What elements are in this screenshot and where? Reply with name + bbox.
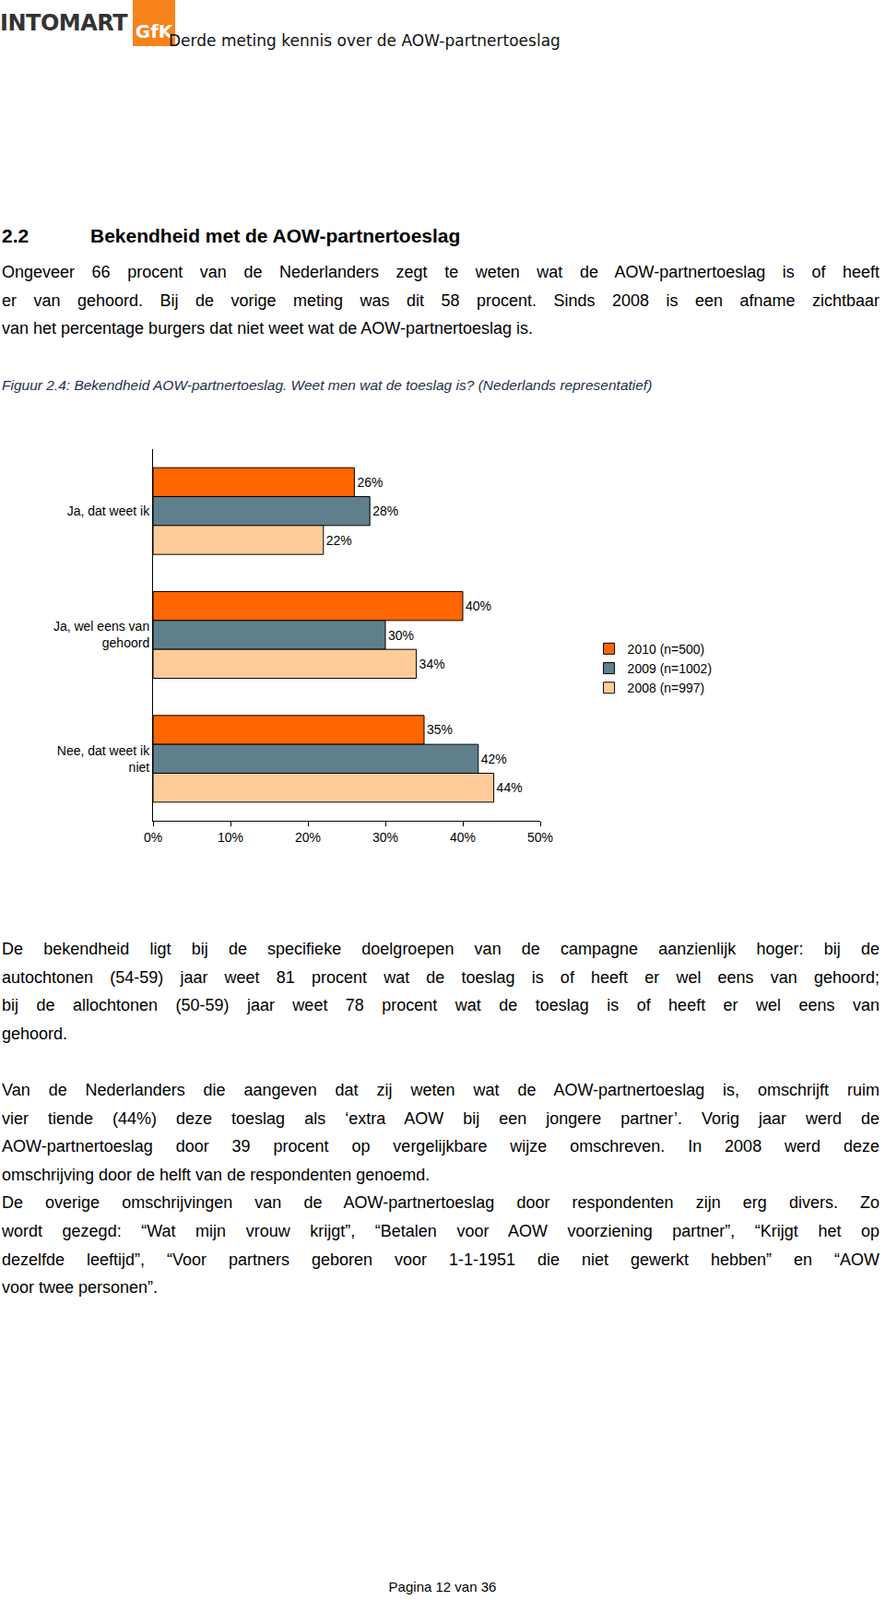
- svg-text:Ja, dat weet ik: Ja, dat weet ik: [67, 503, 151, 519]
- html-text:autochtonen (54-59) jaar weet: autochtonen (54-59) jaar weet 81 procent…: [1, 967, 880, 987]
- html-text:AOW-partnertoeslag door 39 pro: AOW-partnertoeslag door 39 procent op ve…: [1, 1136, 880, 1156]
- html-text:Figuur 2.4: Bekendheid AOW-par: Figuur 2.4: Bekendheid AOW-partnertoesla…: [1, 377, 653, 393]
- html-text:er van gehoord. Bij de vorige: er van gehoord. Bij de vorige meting was…: [1, 290, 880, 310]
- html-text:De overige omschrijvingen van: De overige omschrijvingen van de AOW-par…: [1, 1193, 880, 1212]
- svg-text:2010 (n=500): 2010 (n=500): [627, 641, 706, 657]
- svg-text:20%: 20%: [295, 829, 321, 845]
- html-text:INTOMART GfK: INTOMART GfK: [0, 10, 173, 43]
- html-text:gehoord.: gehoord.: [1, 1024, 68, 1043]
- svg-text:28%: 28%: [372, 503, 399, 519]
- svg-text:44%: 44%: [496, 779, 523, 795]
- html-text:Pagina 12 van 36: Pagina 12 van 36: [388, 1578, 497, 1594]
- html-text:Van de Nederlanders die aangev: Van de Nederlanders die aangeven dat zij…: [1, 1080, 880, 1099]
- svg-text:22%: 22%: [326, 532, 353, 548]
- svg-text:35%: 35%: [426, 721, 453, 737]
- svg-text:40%: 40%: [465, 598, 492, 614]
- html-text:Ongeveer 66 procent van de Ned: Ongeveer 66 procent van de Nederlanders …: [1, 262, 880, 282]
- svg-text:34%: 34%: [419, 656, 446, 672]
- svg-text:2009 (n=1002): 2009 (n=1002): [627, 660, 712, 676]
- svg-text:30%: 30%: [372, 829, 399, 845]
- svg-text:10%: 10%: [217, 829, 244, 845]
- svg-text:Ja, wel eens vangehoord: Ja, wel eens vangehoord: [53, 618, 150, 650]
- svg-text:30%: 30%: [388, 627, 414, 643]
- svg-text:Nee, dat weet ikniet: Nee, dat weet ikniet: [57, 743, 151, 775]
- html-text:vier tiende (44%) deze toeslag: vier tiende (44%) deze toeslag als ‘extr…: [1, 1108, 880, 1128]
- svg-text:2008 (n=997): 2008 (n=997): [627, 680, 706, 696]
- html-text:voor twee personen”.: voor twee personen”.: [1, 1277, 158, 1297]
- html-text:Bekendheid met de AOW-partnert: Bekendheid met de AOW-partnertoeslag: [90, 224, 461, 247]
- html-text:De bekendheid ligt bij de spec: De bekendheid ligt bij de specifieke doe…: [1, 939, 880, 958]
- svg-text:42%: 42%: [481, 751, 508, 767]
- html-text:dezelfde leeftijd”, “Voor part: dezelfde leeftijd”, “Voor partners gebor…: [1, 1249, 880, 1269]
- svg-text:26%: 26%: [356, 474, 383, 490]
- html-text:2.2: 2.2: [1, 224, 29, 247]
- svg-text:50%: 50%: [527, 829, 554, 845]
- html-text:Derde meting kennis over de AO: Derde meting kennis over de AOW-partnert…: [168, 31, 561, 50]
- html-text:van het percentage burgers dat: van het percentage burgers dat niet weet…: [1, 319, 533, 338]
- html-text:omschrijving door de helft van: omschrijving door de helft van de respon…: [1, 1165, 430, 1184]
- svg-text:40%: 40%: [449, 829, 476, 845]
- svg-text:0%: 0%: [143, 829, 163, 845]
- html-text:bij de allochtonen (50-59) jaa: bij de allochtonen (50-59) jaar weet 78 …: [1, 995, 880, 1015]
- html-text:wordt gezegd: “Wat mijn vrouw: wordt gezegd: “Wat mijn vrouw krijgt”, “…: [1, 1221, 880, 1240]
